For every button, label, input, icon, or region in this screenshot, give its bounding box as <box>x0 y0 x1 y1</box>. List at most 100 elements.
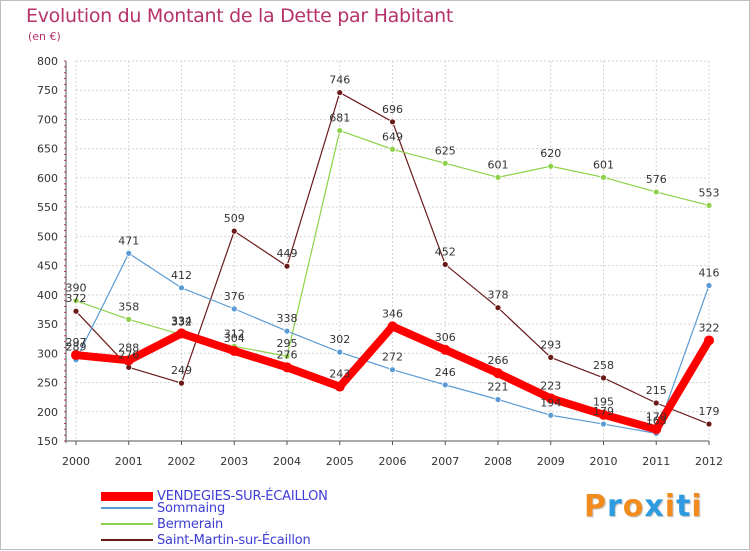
y-tick-label: 150 <box>37 435 58 448</box>
data-label: 179 <box>593 405 614 418</box>
y-tick-label: 500 <box>37 230 58 243</box>
chart-subtitle: (en €) <box>28 30 61 43</box>
data-label: 332 <box>171 316 192 329</box>
y-tick-label: 400 <box>37 289 58 302</box>
data-point <box>389 145 396 153</box>
data-label: 601 <box>488 158 509 171</box>
logo-letter: P <box>584 489 607 524</box>
data-point <box>123 355 134 366</box>
legend-label: Sommaing <box>157 500 226 516</box>
data-point <box>705 282 713 289</box>
data-point <box>176 328 187 339</box>
data-label: 696 <box>382 103 403 116</box>
data-point <box>71 350 81 361</box>
x-tick-label: 2003 <box>220 455 248 468</box>
data-point <box>600 420 607 428</box>
data-point <box>547 353 555 361</box>
y-tick-label: 750 <box>37 84 58 97</box>
data-point <box>336 89 344 96</box>
data-label: 258 <box>593 359 614 372</box>
data-point <box>494 173 502 181</box>
data-label: 449 <box>277 247 298 260</box>
data-label: 215 <box>646 384 667 397</box>
x-tick-label: 2008 <box>484 455 512 468</box>
data-point <box>125 249 133 257</box>
data-point <box>494 304 502 312</box>
data-point <box>441 159 449 167</box>
x-tick-label: 2005 <box>326 455 354 468</box>
data-label: 338 <box>277 312 298 325</box>
data-point <box>547 162 555 170</box>
data-point <box>652 399 660 407</box>
data-point <box>72 297 80 305</box>
data-point <box>704 335 714 346</box>
legend-swatch-vendegies <box>101 491 153 501</box>
data-point <box>598 409 609 420</box>
x-tick-label: 2010 <box>590 455 618 468</box>
data-label: 295 <box>277 337 298 350</box>
data-point <box>282 362 292 373</box>
y-tick-label: 550 <box>37 201 58 214</box>
data-label: 288 <box>118 341 139 354</box>
data-label: 194 <box>540 396 561 409</box>
legend-label: Bermerain <box>157 516 224 532</box>
logo-letter: i <box>664 489 677 524</box>
legend-label: VENDEGIES-SUR-ÉCAILLON <box>157 488 328 504</box>
data-label: 289 <box>66 341 87 354</box>
x-tick-label: 2004 <box>273 455 301 468</box>
data-label: 312 <box>224 327 245 340</box>
legend-item: Bermerain <box>101 516 223 532</box>
y-tick-label: 200 <box>37 406 58 419</box>
y-tick-label: 700 <box>37 113 58 126</box>
data-label: 322 <box>699 321 720 334</box>
y-tick-label: 250 <box>37 377 58 390</box>
data-label: 681 <box>329 112 350 125</box>
logo-letter: t <box>676 489 692 524</box>
data-point <box>336 348 344 356</box>
data-point <box>283 262 291 270</box>
legend-item: Sommaing <box>101 500 225 516</box>
data-point <box>178 284 185 292</box>
data-label: 297 <box>66 336 87 349</box>
data-point <box>600 374 607 382</box>
data-point <box>545 393 556 404</box>
x-tick-label: 2000 <box>62 455 90 468</box>
data-point <box>705 420 713 428</box>
data-label: 223 <box>540 379 561 392</box>
data-label: 302 <box>329 333 350 346</box>
data-label: 249 <box>171 364 192 377</box>
legend-swatch-bermerain <box>101 523 153 525</box>
y-tick-label: 600 <box>37 172 58 185</box>
data-label: 601 <box>593 158 614 171</box>
data-point <box>230 305 238 313</box>
data-label: 509 <box>224 212 245 225</box>
data-point <box>387 321 398 332</box>
data-point <box>441 261 449 268</box>
data-label: 376 <box>224 290 245 303</box>
data-point <box>493 368 503 379</box>
y-tick-label: 350 <box>37 318 58 331</box>
data-point <box>440 344 451 355</box>
data-label: 276 <box>277 348 298 361</box>
data-label: 179 <box>699 405 720 418</box>
x-tick-label: 2007 <box>431 455 459 468</box>
data-label: 272 <box>382 351 403 364</box>
logo-letter: i <box>691 489 703 524</box>
y-tick-label: 300 <box>37 347 58 360</box>
grid-layer <box>75 60 710 442</box>
data-label: 620 <box>540 147 561 160</box>
data-point <box>125 315 133 323</box>
data-label: 471 <box>118 234 139 247</box>
logo-letter: x <box>644 489 665 524</box>
legend-swatch-saint-martin <box>101 539 153 541</box>
data-point <box>178 379 185 387</box>
y-tick-label: 450 <box>37 260 58 273</box>
axis-layer: 150 200 250 300 350 400 450 500 550 600 650 700 750 8… <box>37 55 723 468</box>
logo-letter: r <box>607 489 623 524</box>
y-tick-label: 800 <box>37 55 58 68</box>
legend-label: Saint-Martin-sur-Écaillon <box>157 532 311 548</box>
x-tick-label: 2001 <box>115 455 143 468</box>
proxiti-logo: Proxiti <box>584 489 703 524</box>
data-label: 358 <box>118 300 139 313</box>
